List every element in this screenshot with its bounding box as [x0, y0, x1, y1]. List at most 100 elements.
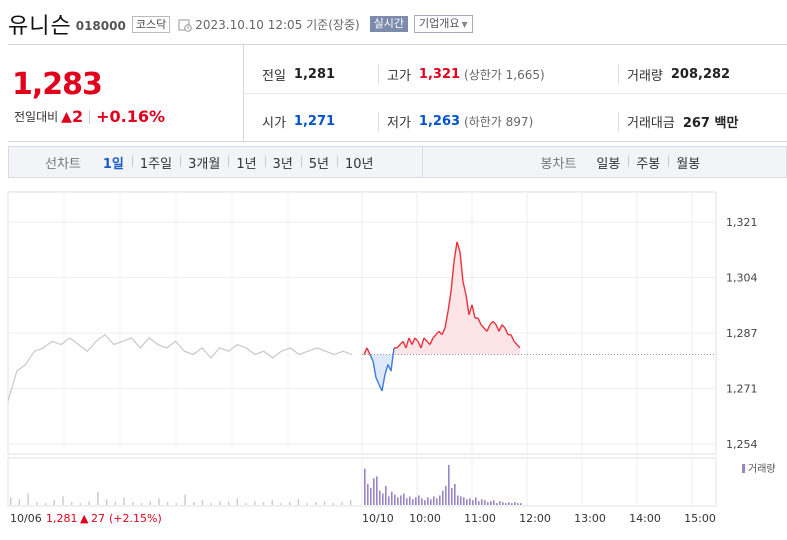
- tab-1w[interactable]: 1주일: [131, 153, 180, 172]
- upper-limit: (상한가 1,665): [464, 68, 545, 82]
- volume-bar: [227, 502, 230, 505]
- change-percent: +0.16%: [96, 107, 166, 126]
- volume-bar: [175, 503, 178, 505]
- volume-bar: [415, 497, 417, 505]
- high-stat: 고가 1,321 (상한가 1,665): [378, 65, 545, 84]
- tab-3y[interactable]: 3년: [264, 153, 301, 172]
- price-line-segment: [423, 337, 428, 342]
- volume-bar: [245, 503, 247, 505]
- open-stat: 시가 1,271: [262, 112, 335, 131]
- tab-10y[interactable]: 10년: [337, 153, 382, 172]
- prev-close-label: 전일: [262, 69, 286, 84]
- volume-bar: [421, 498, 423, 505]
- price-fill-segment: [424, 337, 427, 355]
- volume-bar: [254, 501, 256, 505]
- price-line-segment: [456, 241, 461, 253]
- price-fill-segment: [466, 294, 469, 355]
- volume-bar: [367, 484, 369, 505]
- tab-monthly-candle[interactable]: 월봉: [668, 153, 708, 172]
- volume-bar: [27, 493, 29, 505]
- volume-bar: [487, 502, 489, 505]
- volume-bar: [475, 497, 477, 505]
- stock-header: 유니슨 018000 코스닥 2023.10.10 12:05 기준(장중) 실…: [8, 8, 473, 40]
- x-tick-label: 15:00: [684, 512, 716, 525]
- x-tick-label: 12:00: [519, 512, 551, 525]
- company-overview-button[interactable]: 기업개요 ▼: [414, 15, 473, 33]
- x-tick-label: 11:00: [464, 512, 496, 525]
- y-tick-label: 1,287: [726, 327, 758, 340]
- volume-bar: [114, 502, 117, 505]
- price-line-segment: [366, 347, 371, 355]
- prev-close-value: 1,281: [293, 67, 336, 82]
- change-value: 2: [71, 107, 84, 126]
- volume-bar: [193, 502, 195, 505]
- volume-bar: [424, 500, 426, 505]
- volume-bar: [496, 503, 498, 505]
- price-line-segment: [465, 294, 470, 315]
- tab-1d[interactable]: 1일: [102, 156, 124, 172]
- amount-stat: 거래대금 267 백만: [618, 112, 738, 131]
- volume-bar: [88, 501, 90, 505]
- low-stat: 저가 1,263 (하한가 897): [378, 112, 533, 131]
- price-line-segment: [381, 374, 386, 392]
- volume-bar: [427, 497, 429, 505]
- price-line-segment: [429, 337, 434, 345]
- intraday-price-chart[interactable]: 1,321 1,304 1,287 1,271 1,254 10/10 10:00 11:0…: [0, 178, 787, 540]
- price-line-segment: [477, 317, 482, 326]
- volume-bar: [400, 495, 402, 505]
- price-fill-segment: [376, 354, 379, 385]
- amount-value: 267 백만: [682, 116, 739, 131]
- volume-bar: [481, 499, 483, 505]
- price-fill-segment: [463, 281, 466, 355]
- volume-bar: [201, 500, 204, 505]
- chart-period-tabs: 선차트 1일 1주일 3개월 1년 3년 5년 10년 봉차트 일봉 주봉 월봉: [8, 146, 787, 178]
- price-line-segment: [459, 251, 464, 282]
- price-line-segment: [462, 281, 467, 296]
- volume-bar: [10, 497, 12, 505]
- volume-bar: [315, 502, 317, 505]
- volume-bar: [439, 495, 441, 505]
- price-fill-segment: [436, 331, 439, 355]
- tab-weekly-candle[interactable]: 주봉: [628, 153, 668, 172]
- volume-bar: [149, 501, 151, 505]
- up-triangle-icon: ▲: [61, 108, 72, 125]
- tab-1y[interactable]: 1년: [228, 153, 264, 172]
- volume-bar: [332, 503, 334, 505]
- volume-bar: [412, 499, 414, 505]
- y-tick-label: 1,321: [726, 216, 758, 229]
- volume-bar: [132, 502, 134, 505]
- volume-bar: [445, 485, 447, 505]
- tab-5y[interactable]: 5년: [300, 153, 337, 172]
- realtime-button[interactable]: 실시간: [369, 16, 409, 32]
- clock-icon: [178, 17, 193, 32]
- timestamp: 2023.10.10 12:05 기준(장중): [195, 17, 360, 32]
- volume-legend-swatch: [742, 464, 745, 473]
- x-label-prev-date: 10/06: [10, 512, 42, 525]
- volume-bar: [472, 500, 474, 505]
- price-line-segment: [390, 347, 395, 372]
- prev-close-stat: 전일 1,281: [262, 65, 335, 84]
- prev-day-change: 27: [91, 512, 105, 525]
- volume-bar: [460, 496, 462, 505]
- volume-bar: [44, 503, 47, 505]
- volume-bar: [280, 503, 282, 505]
- current-price-panel: 1,283 전일대비 ▲ 2 +0.16%: [8, 45, 244, 141]
- volume-bar: [451, 487, 453, 505]
- tab-3m[interactable]: 3개월: [180, 153, 228, 172]
- price-fill-segment: [487, 324, 490, 355]
- price-line-segment: [369, 354, 374, 362]
- volume-bar: [297, 499, 300, 505]
- volume-bar: [469, 498, 471, 505]
- volume-bar: [184, 494, 186, 505]
- price-fill-segment: [430, 337, 433, 355]
- price-line-segment: [402, 340, 407, 349]
- price-line-segment: [486, 324, 491, 332]
- volume-bar: [409, 496, 411, 505]
- volume-bar: [514, 502, 516, 505]
- price-line-segment: [516, 344, 521, 349]
- line-chart-label: 선차트: [45, 156, 81, 172]
- price-fill-segment: [484, 328, 487, 355]
- tab-daily-candle[interactable]: 일봉: [596, 156, 621, 172]
- open-label: 시가: [262, 116, 286, 131]
- y-axis-ticks: 1,321 1,304 1,287 1,271 1,254: [726, 216, 758, 451]
